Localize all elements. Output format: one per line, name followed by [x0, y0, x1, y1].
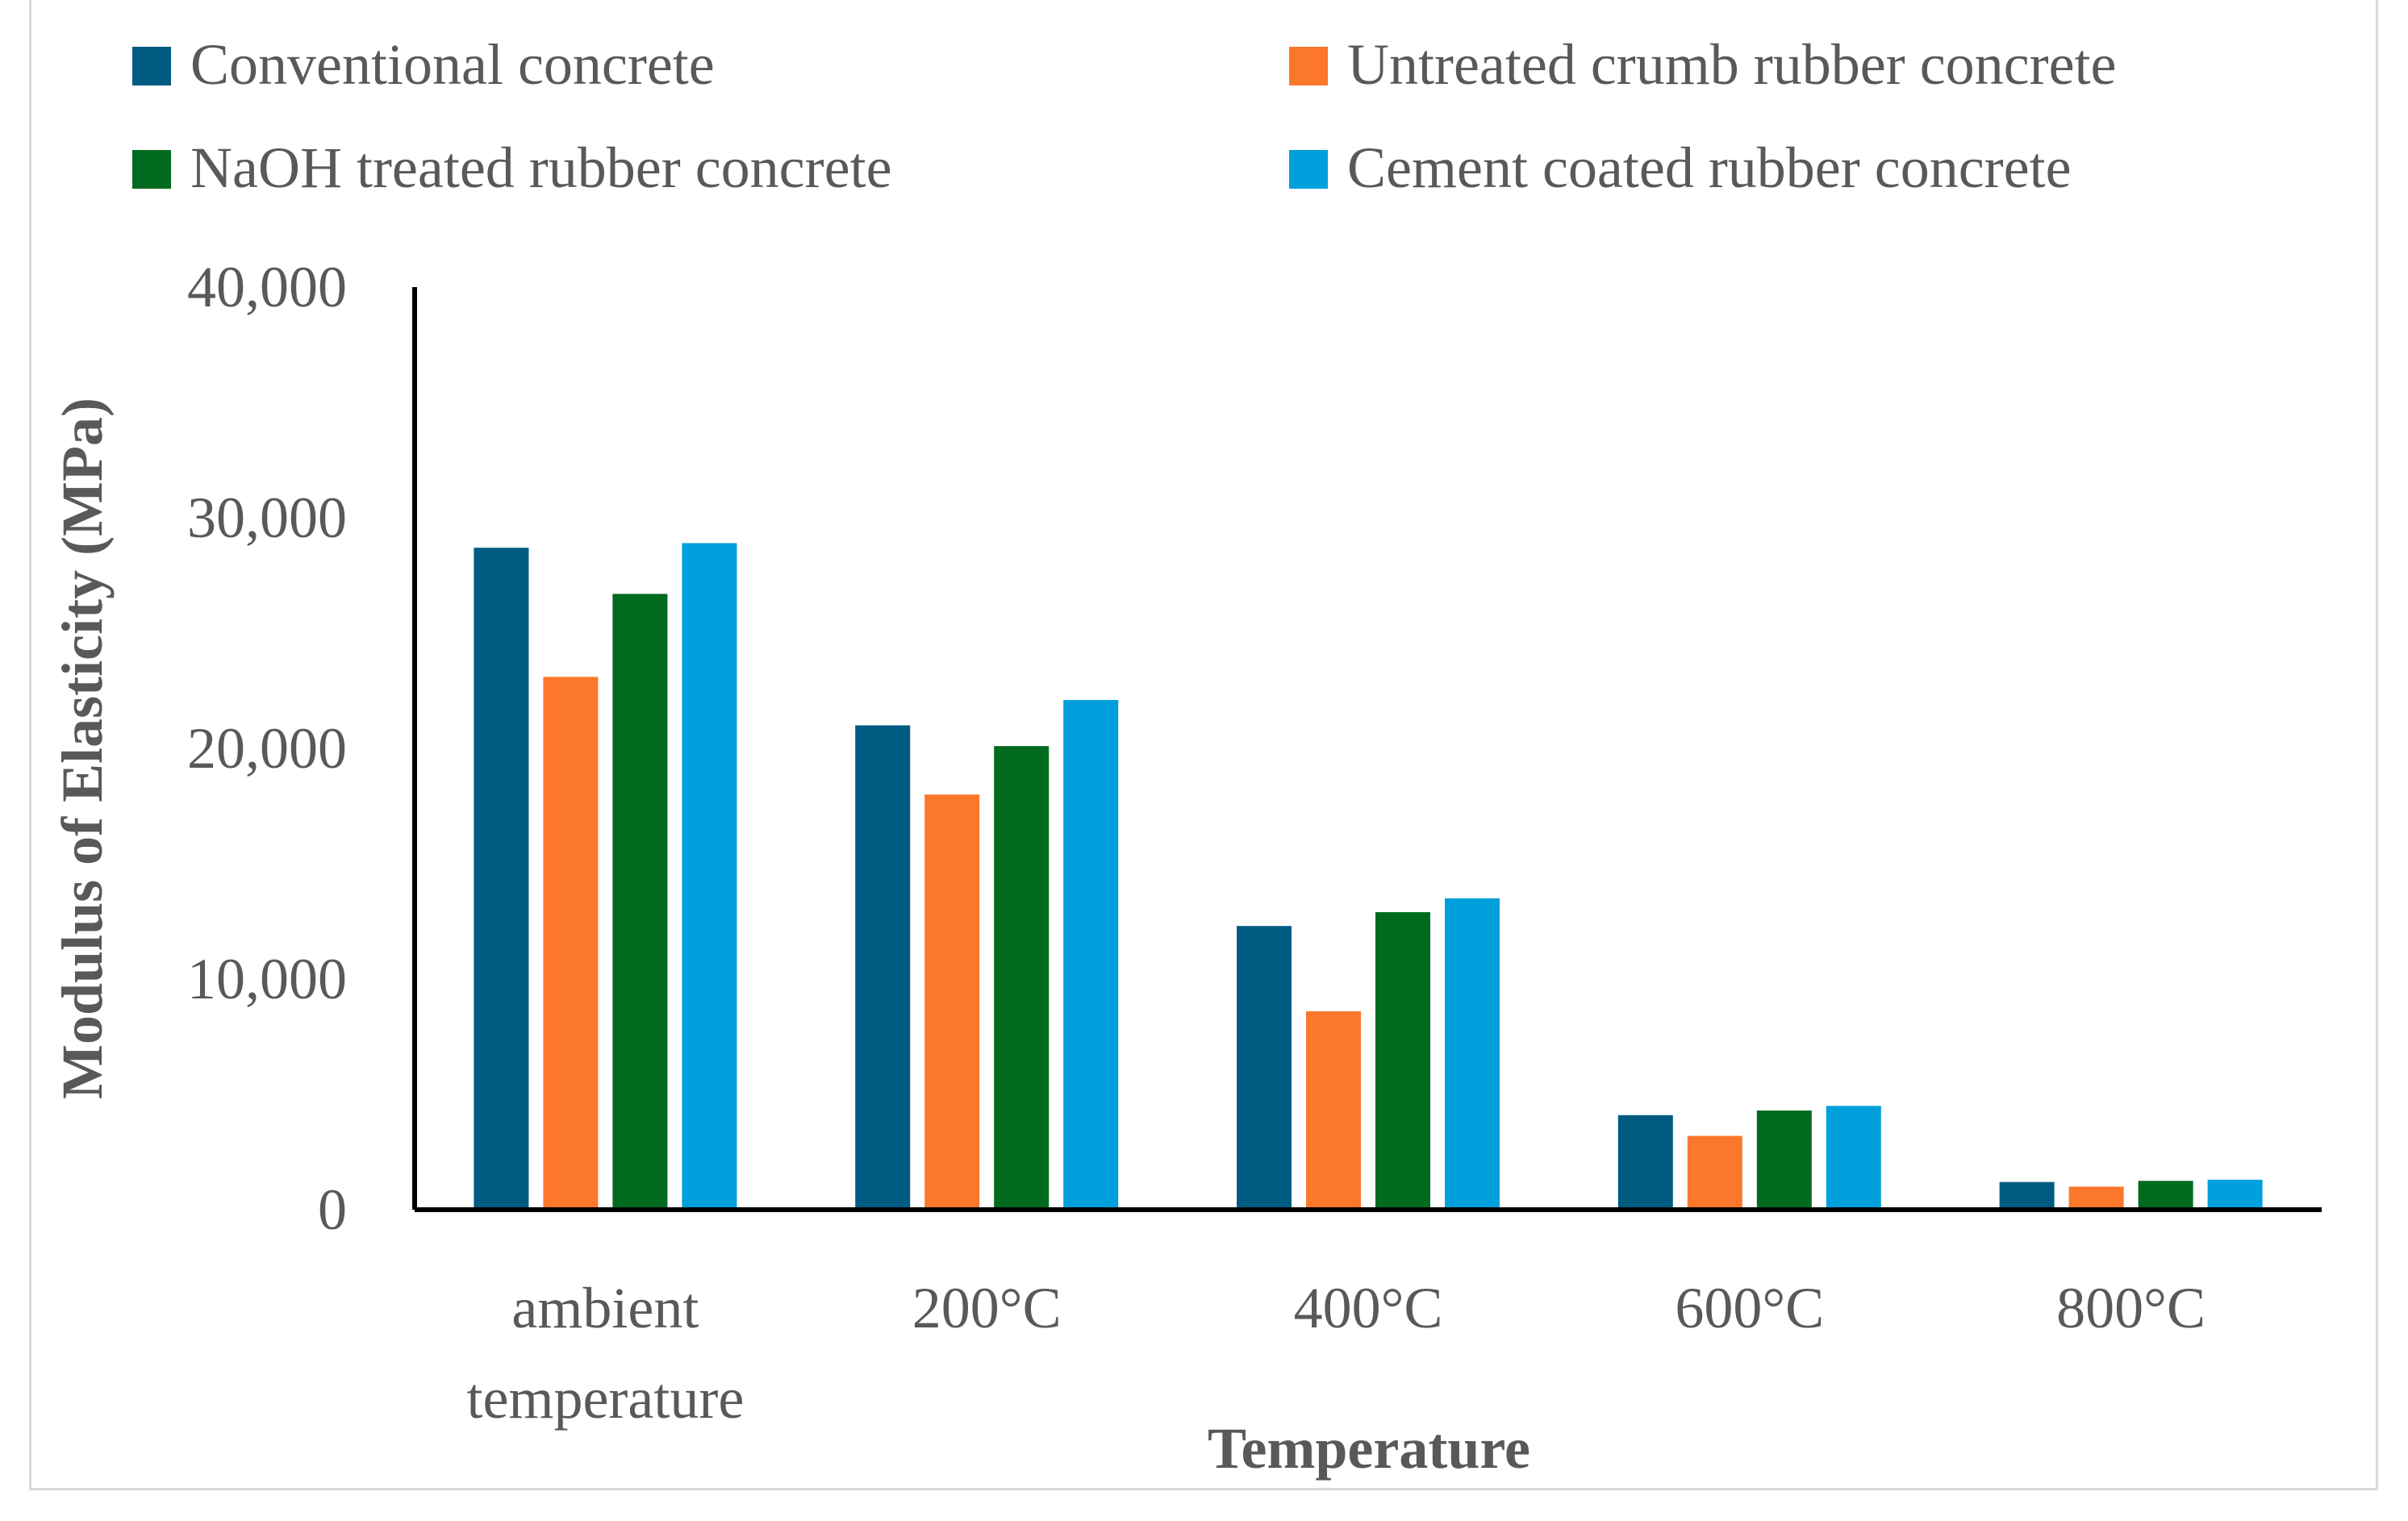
legend-swatch — [132, 150, 171, 189]
bar-cement-coated-rubber-concrete-0 — [682, 543, 737, 1210]
y-tick-label: 20,000 — [187, 716, 347, 781]
bar-naoh-treated-rubber-concrete-0 — [612, 594, 668, 1210]
x-tick-label: temperature — [467, 1366, 745, 1431]
bars — [474, 543, 2263, 1210]
bar-untreated-crumb-rubber-concrete-0 — [543, 677, 599, 1210]
bar-cement-coated-rubber-concrete-1 — [1063, 699, 1119, 1210]
bar-untreated-crumb-rubber-concrete-1 — [924, 794, 980, 1210]
bar-untreated-crumb-rubber-concrete-3 — [1687, 1136, 1742, 1210]
x-axis-title: Temperature — [1208, 1416, 1530, 1481]
bar-conventional-concrete-0 — [474, 548, 529, 1210]
legend-swatch — [1289, 47, 1328, 85]
bar-naoh-treated-rubber-concrete-2 — [1375, 912, 1430, 1210]
x-tick-label: 600°C — [1675, 1276, 1824, 1340]
y-tick-label: 40,000 — [187, 255, 347, 319]
chart-frame — [29, 0, 2378, 1490]
legend-swatch — [1289, 150, 1328, 189]
y-tick-label: 10,000 — [187, 947, 347, 1011]
bar-naoh-treated-rubber-concrete-4 — [2138, 1181, 2193, 1210]
y-tick-label: 0 — [318, 1177, 347, 1242]
y-tick-label: 30,000 — [187, 485, 347, 550]
bar-conventional-concrete-3 — [1617, 1115, 1673, 1210]
legend: Conventional concrete Untreated crumb rub… — [132, 32, 2117, 200]
bar-conventional-concrete-2 — [1237, 926, 1292, 1210]
legend-label: Cement coated rubber concrete — [1347, 135, 2072, 200]
bar-cement-coated-rubber-concrete-2 — [1445, 898, 1500, 1210]
bar-cement-coated-rubber-concrete-4 — [2207, 1179, 2263, 1210]
bar-conventional-concrete-4 — [1999, 1181, 2055, 1210]
bar-naoh-treated-rubber-concrete-3 — [1756, 1111, 1812, 1210]
legend-swatch — [132, 47, 171, 85]
x-tick-label: ambient — [511, 1276, 699, 1340]
bar-untreated-crumb-rubber-concrete-4 — [2068, 1186, 2124, 1210]
bar-untreated-crumb-rubber-concrete-2 — [1306, 1011, 1361, 1210]
bar-conventional-concrete-1 — [855, 725, 911, 1210]
legend-label: Conventional concrete — [190, 32, 715, 97]
bar-naoh-treated-rubber-concrete-1 — [994, 746, 1050, 1210]
x-tick-label: 800°C — [2056, 1276, 2206, 1340]
x-tick-labels: ambient temperature 200°C 400°C 600°C 800°C — [467, 1276, 2206, 1431]
bar-cement-coated-rubber-concrete-3 — [1826, 1106, 1881, 1210]
y-tick-labels: 0 10,000 20,000 30,000 40,000 — [187, 255, 347, 1242]
x-tick-label: 200°C — [912, 1276, 1062, 1340]
legend-label: Untreated crumb rubber concrete — [1347, 32, 2117, 97]
y-axis-title: Modulus of Elasticity (MPa) — [50, 398, 115, 1099]
legend-label: NaOH treated rubber concrete — [190, 135, 892, 200]
x-tick-label: 400°C — [1294, 1276, 1443, 1340]
